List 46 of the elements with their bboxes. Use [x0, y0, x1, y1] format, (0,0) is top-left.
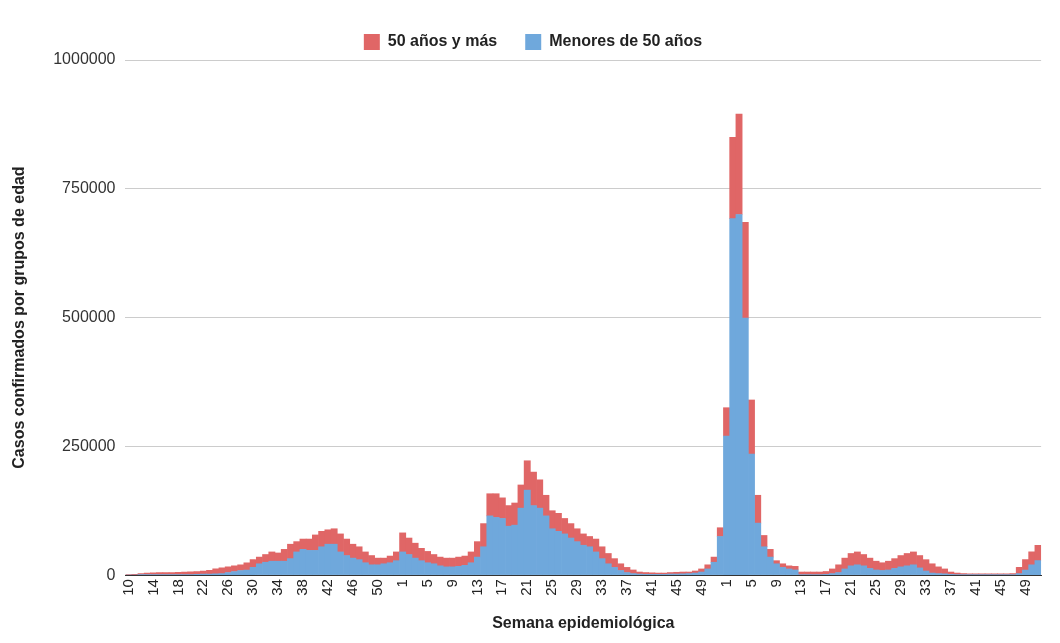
x-tick-label: 41: [965, 579, 983, 596]
x-tick-label: 14: [143, 579, 161, 596]
x-tick-label: 37: [617, 579, 635, 596]
x-tick-label: 5: [417, 579, 435, 588]
x-tick-label: 13: [791, 579, 809, 596]
x-tick-label: 49: [691, 579, 709, 596]
x-tick-label: 50: [367, 579, 385, 596]
x-tick-label: 41: [641, 579, 659, 596]
x-tick-label: 21: [517, 579, 535, 596]
x-tick-label: 30: [243, 579, 261, 596]
y-tick-label: 1000000: [53, 50, 116, 68]
x-tick-label: 17: [492, 579, 510, 596]
x-tick-label: 25: [866, 579, 884, 596]
x-tick-label: 45: [990, 579, 1008, 596]
x-tick-label: 17: [816, 579, 834, 596]
legend-label: 50 años y más: [387, 32, 498, 50]
y-tick-label: 250000: [62, 436, 116, 454]
x-tick-label: 37: [940, 579, 958, 596]
x-tick-label: 33: [592, 579, 610, 596]
x-tick-label: 34: [268, 579, 286, 596]
x-tick-label: 1: [392, 579, 410, 588]
x-tick-label: 29: [567, 579, 585, 596]
x-tick-label: 45: [666, 579, 684, 596]
y-axis-title: Casos confirmados por grupos de edad: [10, 166, 28, 469]
x-tick-label: 9: [766, 579, 784, 588]
x-tick-label: 18: [168, 579, 186, 596]
x-tick-label: 10: [118, 579, 136, 596]
x-tick-label: 13: [467, 579, 485, 596]
x-tick-label: 25: [542, 579, 560, 596]
x-tick-label: 1: [716, 579, 734, 588]
y-tick-label: 0: [106, 565, 116, 583]
x-tick-label: 29: [891, 579, 909, 596]
x-tick-label: 42: [318, 579, 336, 596]
x-tick-label: 38: [293, 579, 311, 596]
x-tick-label: 9: [442, 579, 460, 588]
x-tick-label: 26: [218, 579, 236, 596]
x-tick-label: 21: [841, 579, 859, 596]
x-tick-label: 22: [193, 579, 211, 596]
y-tick-label: 750000: [62, 179, 116, 197]
x-axis-title: Semana epidemiológica: [492, 613, 675, 631]
y-tick-label: 500000: [62, 307, 116, 325]
x-tick-label: 5: [741, 579, 759, 588]
x-tick-label: 49: [1015, 579, 1033, 596]
x-tick-label: 46: [342, 579, 360, 596]
legend-label: Menores de 50 años: [549, 32, 703, 50]
x-tick-label: 33: [916, 579, 934, 596]
